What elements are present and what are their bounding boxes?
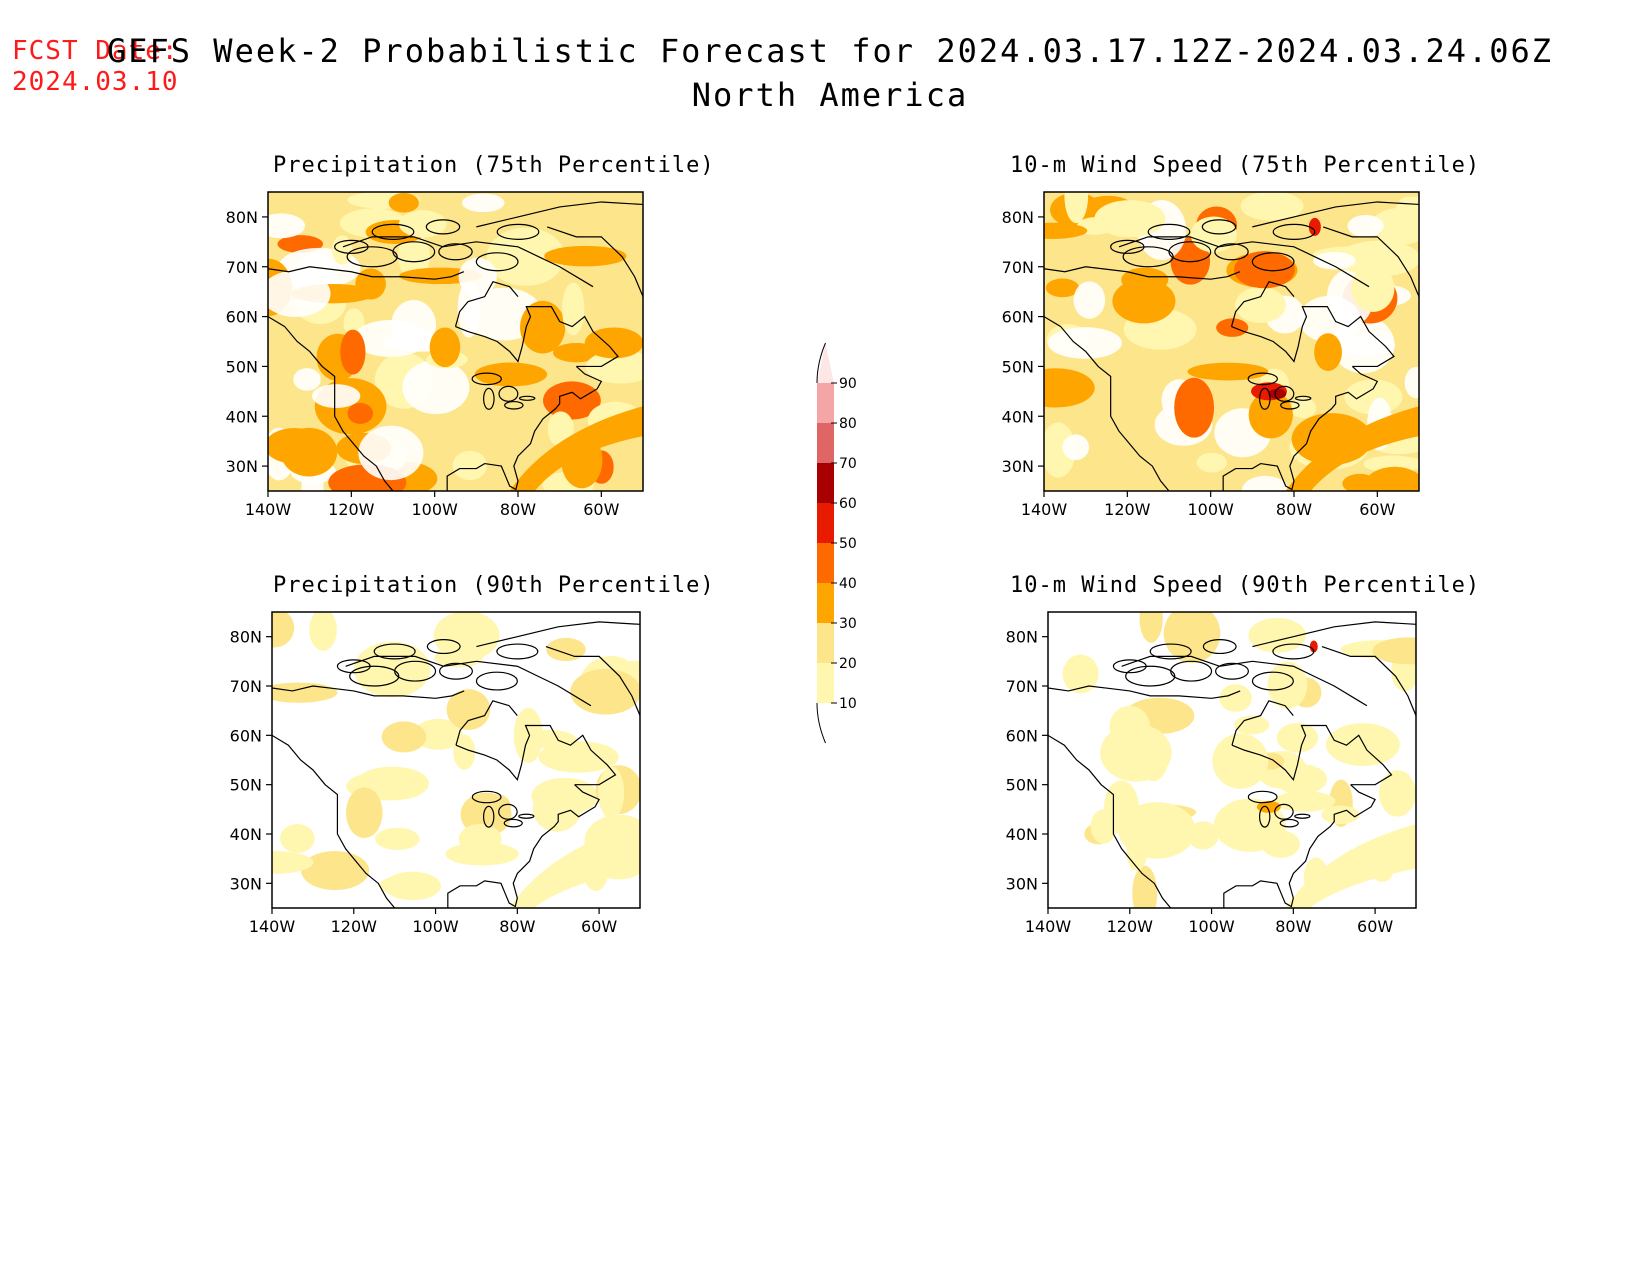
- colorbar-segment: [817, 543, 834, 583]
- lat-tick-label: 80N: [230, 628, 262, 647]
- map-wind-75: 80N 70N 60N 50N 40N 30N 140W 120W 100W 80W 60W: [1002, 191, 1420, 519]
- lat-tick-label: 80N: [226, 208, 258, 227]
- colorbar-segment: [817, 663, 834, 703]
- lon-tick-label: 100W: [1187, 500, 1234, 519]
- lon-tick-label: 140W: [1021, 500, 1068, 519]
- lon-tick-label: 60W: [1357, 917, 1393, 936]
- colorbar-bottom-triangle: [817, 703, 834, 743]
- map-frame: [267, 191, 644, 492]
- main-title: GEFS Week-2 Probabilistic Forecast for 2…: [106, 32, 1554, 70]
- lat-tick-label: 40N: [226, 407, 258, 426]
- lat-tick-label: 30N: [1002, 457, 1034, 476]
- lat-tick-label: 50N: [230, 776, 262, 795]
- map-frame: [1043, 191, 1420, 492]
- panel-title: Precipitation (90th Percentile): [273, 573, 715, 598]
- probability-shading: [268, 192, 643, 491]
- lat-tick-label: 40N: [1002, 407, 1034, 426]
- lat-tick-label: 30N: [1006, 874, 1038, 893]
- lon-tick-label: 140W: [249, 917, 296, 936]
- coastlines: [1048, 621, 1416, 908]
- lon-tick-label: 60W: [581, 917, 617, 936]
- probability-shading: [1044, 192, 1419, 491]
- lon-tick-label: 60W: [583, 500, 619, 519]
- lat-tick-label: 70N: [1006, 677, 1038, 696]
- lat-tick-label: 60N: [1006, 726, 1038, 745]
- lon-tick-label: 140W: [1025, 917, 1072, 936]
- colorbar-label: 70: [839, 456, 857, 472]
- colorbar: 10 20 30 40 50 60 70 80 90: [816, 342, 857, 744]
- colorbar-top-triangle: [817, 343, 834, 383]
- fcst-date-value: 2024.03.10: [12, 67, 179, 97]
- lon-tick-label: 120W: [328, 500, 375, 519]
- map-frame: [271, 611, 641, 909]
- lat-tick-label: 30N: [226, 457, 258, 476]
- colorbar-label: 50: [839, 536, 857, 552]
- map-frame: [1047, 611, 1417, 909]
- colorbar-label: 80: [839, 416, 857, 432]
- coastlines: [272, 621, 640, 908]
- colorbar-label: 40: [839, 576, 857, 592]
- map-precip-90: 80N 70N 60N 50N 40N 30N 140W 120W 100W 80W 60W: [230, 611, 641, 936]
- lat-tick-label: 80N: [1002, 208, 1034, 227]
- lat-tick-label: 50N: [226, 357, 258, 376]
- map-precip-75: 80N 70N 60N 50N 40N 30N 140W 120W 100W 80W 60W: [226, 191, 644, 519]
- lon-tick-label: 80W: [1275, 917, 1311, 936]
- colorbar-label: 90: [839, 376, 857, 392]
- panel-title: 10-m Wind Speed (75th Percentile): [1010, 153, 1481, 178]
- colorbar-label: 20: [839, 656, 857, 672]
- panel-title: Precipitation (75th Percentile): [273, 153, 715, 178]
- lon-tick-label: 60W: [1359, 500, 1395, 519]
- lat-tick-label: 60N: [230, 726, 262, 745]
- colorbar-segment: [817, 463, 834, 503]
- colorbar-segment: [817, 623, 834, 663]
- lon-tick-label: 120W: [331, 917, 378, 936]
- region-subtitle: North America: [691, 76, 969, 114]
- lon-tick-label: 120W: [1104, 500, 1151, 519]
- lat-tick-label: 70N: [226, 258, 258, 277]
- lat-tick-label: 30N: [230, 874, 262, 893]
- colorbar-segment: [817, 423, 834, 463]
- lon-tick-label: 100W: [411, 500, 458, 519]
- lat-tick-label: 70N: [1002, 258, 1034, 277]
- map-wind-90: 80N 70N 60N 50N 40N 30N 140W 120W 100W 80W 60W: [1006, 611, 1417, 936]
- probability-shading: [272, 612, 640, 908]
- lat-tick-label: 70N: [230, 677, 262, 696]
- lon-tick-label: 80W: [499, 917, 535, 936]
- lon-tick-label: 100W: [1188, 917, 1235, 936]
- colorbar-segment: [817, 503, 834, 543]
- lat-tick-label: 50N: [1002, 357, 1034, 376]
- lat-tick-label: 40N: [230, 825, 262, 844]
- lon-tick-label: 120W: [1107, 917, 1154, 936]
- colorbar-label: 60: [839, 496, 857, 512]
- coastlines: [1044, 201, 1419, 491]
- lat-tick-label: 50N: [1006, 776, 1038, 795]
- lat-tick-label: 60N: [226, 308, 258, 327]
- lat-tick-label: 60N: [1002, 308, 1034, 327]
- colorbar-label: 10: [839, 696, 857, 712]
- colorbar-label: 30: [839, 616, 857, 632]
- lon-tick-label: 80W: [500, 500, 536, 519]
- coastlines: [268, 201, 643, 491]
- lon-tick-label: 140W: [245, 500, 292, 519]
- panel-title: 10-m Wind Speed (90th Percentile): [1010, 573, 1481, 598]
- colorbar-segment: [817, 383, 834, 423]
- lat-tick-label: 80N: [1006, 628, 1038, 647]
- lon-tick-label: 80W: [1276, 500, 1312, 519]
- lon-tick-label: 100W: [412, 917, 459, 936]
- colorbar-segment: [817, 583, 834, 623]
- lat-tick-label: 40N: [1006, 825, 1038, 844]
- forecast-date-label: FCST Date: 2024.03.10: [12, 36, 179, 98]
- probability-shading: [1048, 612, 1416, 908]
- fcst-date-caption: FCST Date:: [12, 36, 179, 66]
